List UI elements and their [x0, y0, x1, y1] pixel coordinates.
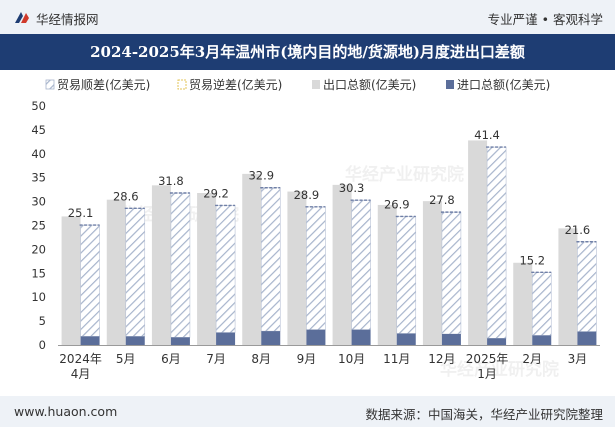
- export-bar: [197, 192, 217, 345]
- y-tick-label: 0: [39, 338, 46, 352]
- x-tick-label: 2025年: [466, 352, 509, 366]
- surplus-bar: [260, 187, 281, 332]
- y-tick-label: 40: [31, 147, 46, 161]
- x-tick-label: 10月: [338, 352, 365, 366]
- legend-label: 进口总额(亿美元): [457, 77, 550, 92]
- surplus-bar: [441, 211, 462, 335]
- x-tick-label: 9月: [297, 352, 317, 366]
- x-tick-label: 3月: [568, 352, 588, 366]
- surplus-bar: [125, 207, 146, 337]
- import-bar: [170, 337, 190, 345]
- export-bar: [242, 173, 262, 345]
- huajing-logo-icon: [15, 12, 29, 23]
- watermark-2: 华经产业研究院: [440, 359, 559, 380]
- surplus-value-label: 30.3: [339, 181, 365, 195]
- import-bar: [125, 336, 145, 345]
- x-tick-label: 8月: [251, 352, 271, 366]
- surplus-value-label: 15.2: [519, 253, 545, 267]
- surplus-bar: [351, 199, 371, 331]
- export-bar: [468, 140, 488, 345]
- y-tick-label: 35: [31, 171, 46, 185]
- x-tick-label: 5月: [116, 352, 136, 366]
- chart-title: 2024-2025年3月年温州市(境内目的地/货源地)月度进出口差额: [0, 34, 615, 70]
- surplus-value-label: 28.9: [294, 188, 320, 202]
- y-tick-label: 25: [31, 219, 46, 233]
- x-tick-label: 7月: [206, 352, 226, 366]
- legend-swatch-import: [446, 80, 454, 89]
- surplus-value-label: 26.9: [384, 197, 410, 211]
- surplus-bar: [577, 241, 597, 332]
- x-tick-label: 12月: [428, 352, 455, 366]
- export-bar: [151, 185, 171, 345]
- y-tick-label: 20: [31, 242, 46, 256]
- x-tick-label: 4月: [71, 367, 91, 381]
- export-bar: [61, 216, 81, 345]
- legend-label: 贸易逆差(亿美元): [189, 77, 282, 92]
- top-bar: 华经情报网 专业严谨 • 客观科学: [0, 0, 615, 34]
- site-name: 华经情报网: [36, 12, 99, 27]
- y-tick-label: 30: [31, 195, 46, 209]
- y-tick-label: 50: [31, 99, 46, 113]
- surplus-value-label: 29.2: [203, 186, 229, 200]
- export-bar: [332, 184, 352, 345]
- legend-swatch-deficit: [177, 79, 187, 90]
- import-bar: [577, 331, 597, 345]
- surplus-value-label: 27.8: [429, 193, 455, 207]
- x-tick-label: 6月: [161, 352, 181, 366]
- tagline: 专业严谨 • 客观科学: [487, 12, 603, 27]
- surplus-bar: [170, 192, 191, 338]
- export-bar: [106, 199, 126, 345]
- surplus-value-label: 31.8: [158, 174, 184, 188]
- x-tick-label: 11月: [383, 352, 410, 366]
- import-bar: [441, 334, 461, 345]
- surplus-value-label: 41.4: [474, 128, 500, 142]
- y-tick-label: 45: [31, 123, 46, 137]
- import-bar: [80, 336, 100, 345]
- import-bar: [351, 329, 371, 345]
- x-tick-label: 1月: [477, 367, 497, 381]
- y-tick-label: 15: [31, 266, 46, 280]
- surplus-bar: [80, 224, 100, 337]
- surplus-value-label: 25.1: [68, 206, 94, 220]
- chart-area: 华经产业研究院华经产业研究院华经产业研究院0510152025303540455…: [31, 77, 600, 381]
- legend-swatch-export: [312, 80, 320, 89]
- surplus-bar: [486, 146, 507, 339]
- x-tick-label: 2024年: [59, 352, 102, 366]
- import-bar: [306, 329, 326, 345]
- import-bar: [396, 333, 416, 345]
- footer-bar: www.huaon.com 数据来源：中国海关，华经产业研究院整理: [0, 396, 615, 427]
- surplus-bar: [531, 272, 552, 336]
- import-bar: [216, 332, 236, 345]
- import-bar: [532, 335, 552, 345]
- watermark-0: 华经产业研究院: [345, 164, 464, 185]
- y-tick-label: 5: [39, 314, 46, 328]
- x-tick-label: 2月: [522, 352, 542, 366]
- export-bar: [287, 191, 307, 345]
- legend-swatch-surplus: [45, 79, 55, 90]
- surplus-bar: [215, 205, 236, 333]
- export-bar: [377, 204, 397, 345]
- surplus-bar: [306, 206, 326, 331]
- surplus-value-label: 32.9: [248, 169, 274, 183]
- y-tick-label: 10: [31, 290, 46, 304]
- data-source: 数据来源：中国海关，华经产业研究院整理: [365, 407, 603, 422]
- surplus-value-label: 21.6: [565, 223, 591, 237]
- legend-label: 贸易顺差(亿美元): [57, 77, 150, 92]
- import-bar: [261, 331, 281, 345]
- export-bar: [422, 201, 442, 345]
- legend-label: 出口总额(亿美元): [323, 77, 416, 92]
- import-bar: [487, 338, 507, 345]
- export-bar: [558, 228, 578, 345]
- surplus-bar: [396, 216, 417, 334]
- footer-url[interactable]: www.huaon.com: [14, 404, 118, 419]
- surplus-value-label: 28.6: [113, 189, 139, 203]
- export-bar: [513, 262, 533, 345]
